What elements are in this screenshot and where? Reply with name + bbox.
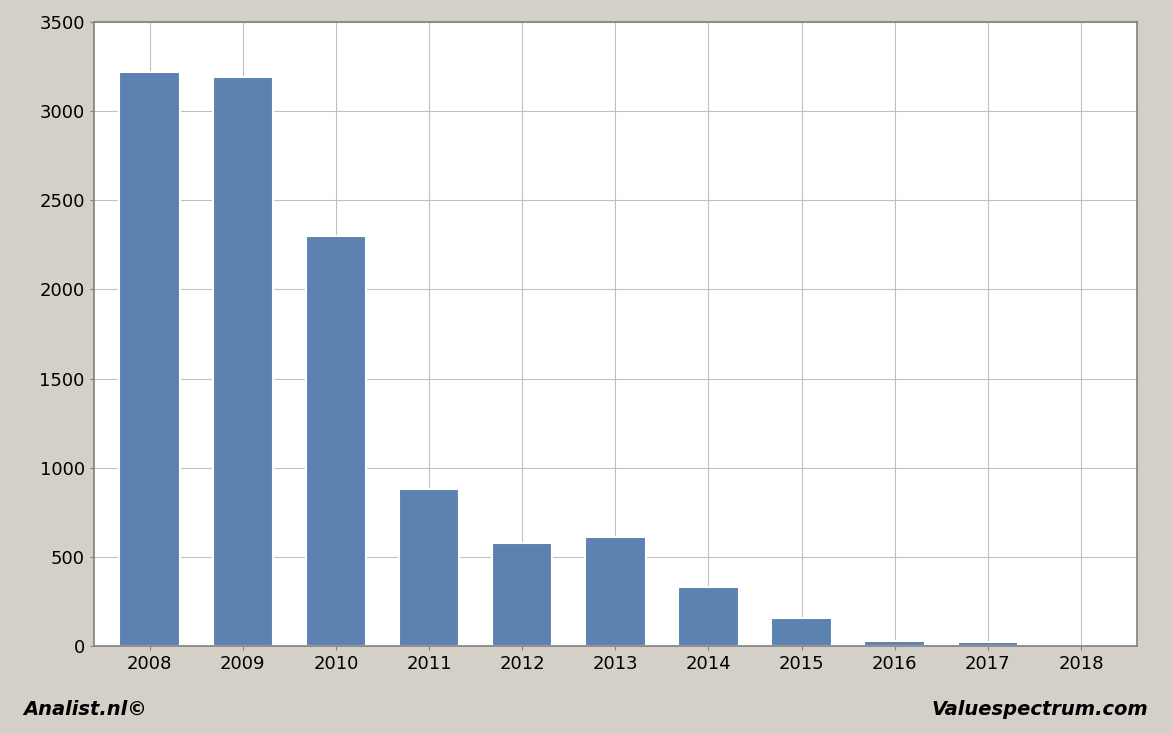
Bar [958,642,1018,646]
Bar [120,72,180,646]
Bar [865,641,925,646]
Bar [306,236,366,646]
Bar [771,618,832,646]
Bar [212,77,273,646]
Bar [585,537,646,646]
Bar [398,489,459,646]
Bar [679,587,738,646]
Text: Analist.nl©: Analist.nl© [23,700,148,719]
Text: Valuespectrum.com: Valuespectrum.com [932,700,1149,719]
Bar [492,542,552,646]
